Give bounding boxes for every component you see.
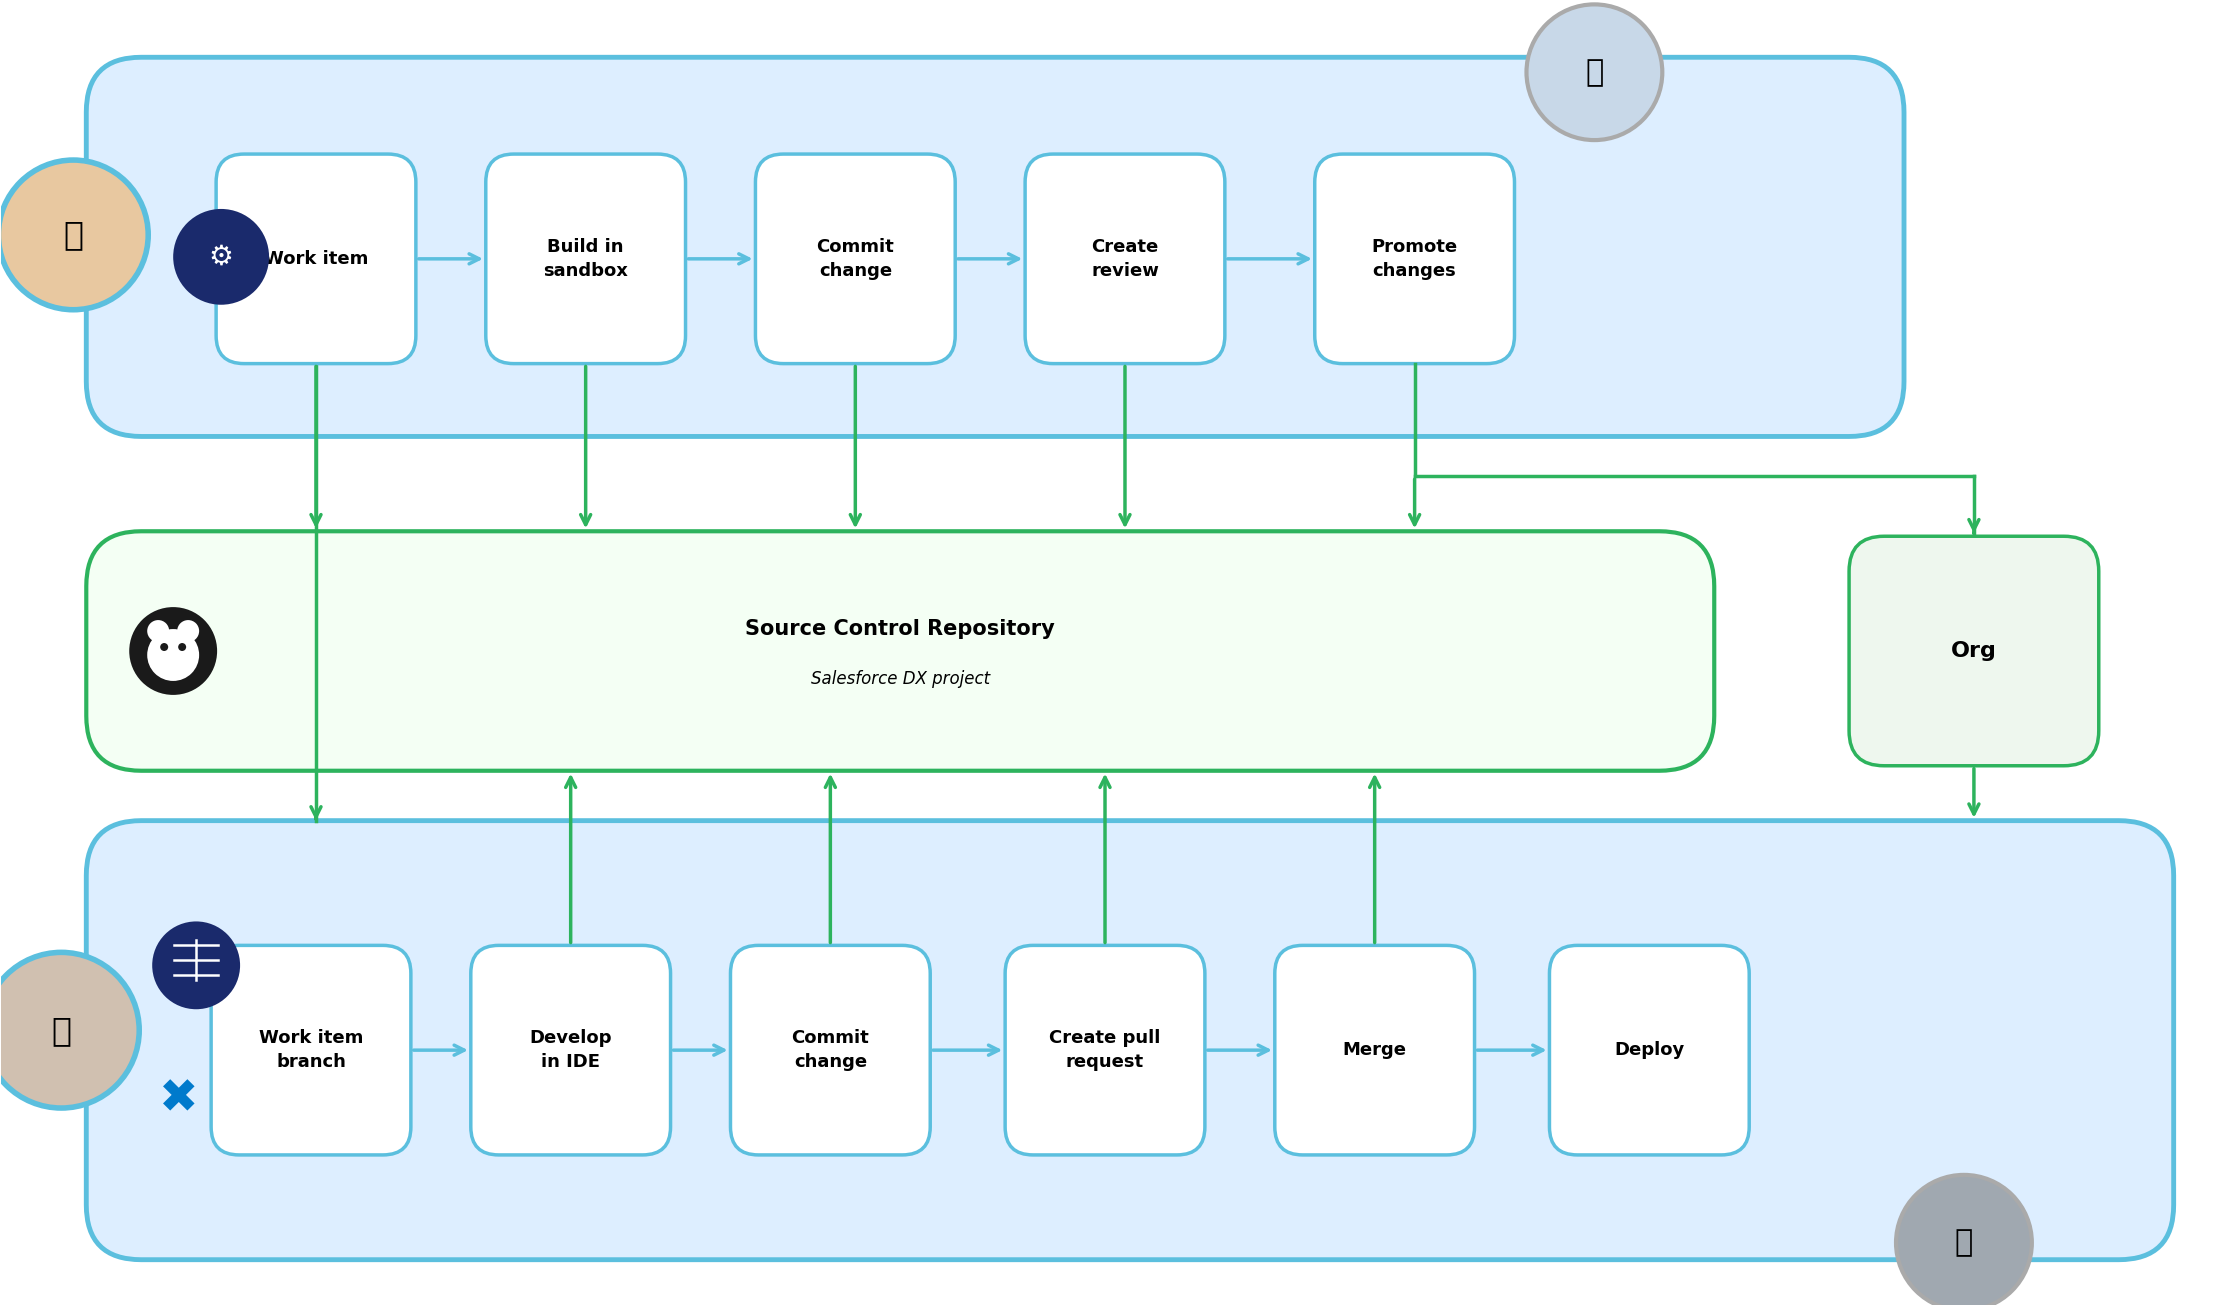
- Circle shape: [0, 161, 149, 310]
- Text: Promote
changes: Promote changes: [1372, 238, 1458, 279]
- Circle shape: [178, 643, 187, 650]
- Circle shape: [129, 607, 218, 695]
- Text: Deploy: Deploy: [1614, 1041, 1685, 1059]
- Circle shape: [178, 620, 200, 643]
- Text: Commit
change: Commit change: [816, 238, 894, 279]
- FancyBboxPatch shape: [731, 946, 929, 1155]
- Text: Create pull
request: Create pull request: [1049, 1029, 1160, 1071]
- Text: Commit
change: Commit change: [791, 1029, 869, 1071]
- Circle shape: [0, 952, 140, 1107]
- Circle shape: [173, 209, 269, 304]
- FancyBboxPatch shape: [87, 532, 1714, 771]
- FancyBboxPatch shape: [87, 820, 2174, 1260]
- FancyBboxPatch shape: [471, 946, 671, 1155]
- Text: Merge: Merge: [1343, 1041, 1407, 1059]
- FancyBboxPatch shape: [216, 154, 416, 363]
- FancyBboxPatch shape: [1274, 946, 1474, 1155]
- Text: Salesforce DX project: Salesforce DX project: [811, 670, 989, 688]
- Circle shape: [1527, 4, 1663, 140]
- Text: ⚙: ⚙: [209, 243, 233, 270]
- FancyBboxPatch shape: [211, 946, 411, 1155]
- Circle shape: [147, 620, 169, 643]
- Text: 👨: 👨: [51, 1013, 71, 1046]
- FancyBboxPatch shape: [1549, 946, 1750, 1155]
- FancyBboxPatch shape: [1314, 154, 1514, 363]
- FancyBboxPatch shape: [1850, 537, 2099, 765]
- FancyBboxPatch shape: [1005, 946, 1205, 1155]
- Text: 👨: 👨: [1954, 1228, 1974, 1258]
- FancyBboxPatch shape: [487, 154, 685, 363]
- Text: Develop
in IDE: Develop in IDE: [529, 1029, 611, 1071]
- Text: Source Control Repository: Source Control Repository: [745, 619, 1056, 639]
- Text: Org: Org: [1952, 641, 1996, 661]
- Circle shape: [151, 922, 240, 1010]
- Text: Build in
sandbox: Build in sandbox: [542, 238, 629, 279]
- Text: Work item: Work item: [265, 249, 369, 268]
- Text: Create
review: Create review: [1091, 238, 1158, 279]
- Text: 👩: 👩: [62, 218, 82, 251]
- Text: 👨: 👨: [1585, 57, 1603, 86]
- Circle shape: [160, 643, 169, 650]
- FancyBboxPatch shape: [756, 154, 956, 363]
- Circle shape: [147, 629, 200, 680]
- FancyBboxPatch shape: [1025, 154, 1225, 363]
- Text: ✖: ✖: [160, 1077, 200, 1123]
- Text: Work item
branch: Work item branch: [258, 1029, 362, 1071]
- FancyBboxPatch shape: [87, 57, 1905, 436]
- Circle shape: [1896, 1175, 2032, 1306]
